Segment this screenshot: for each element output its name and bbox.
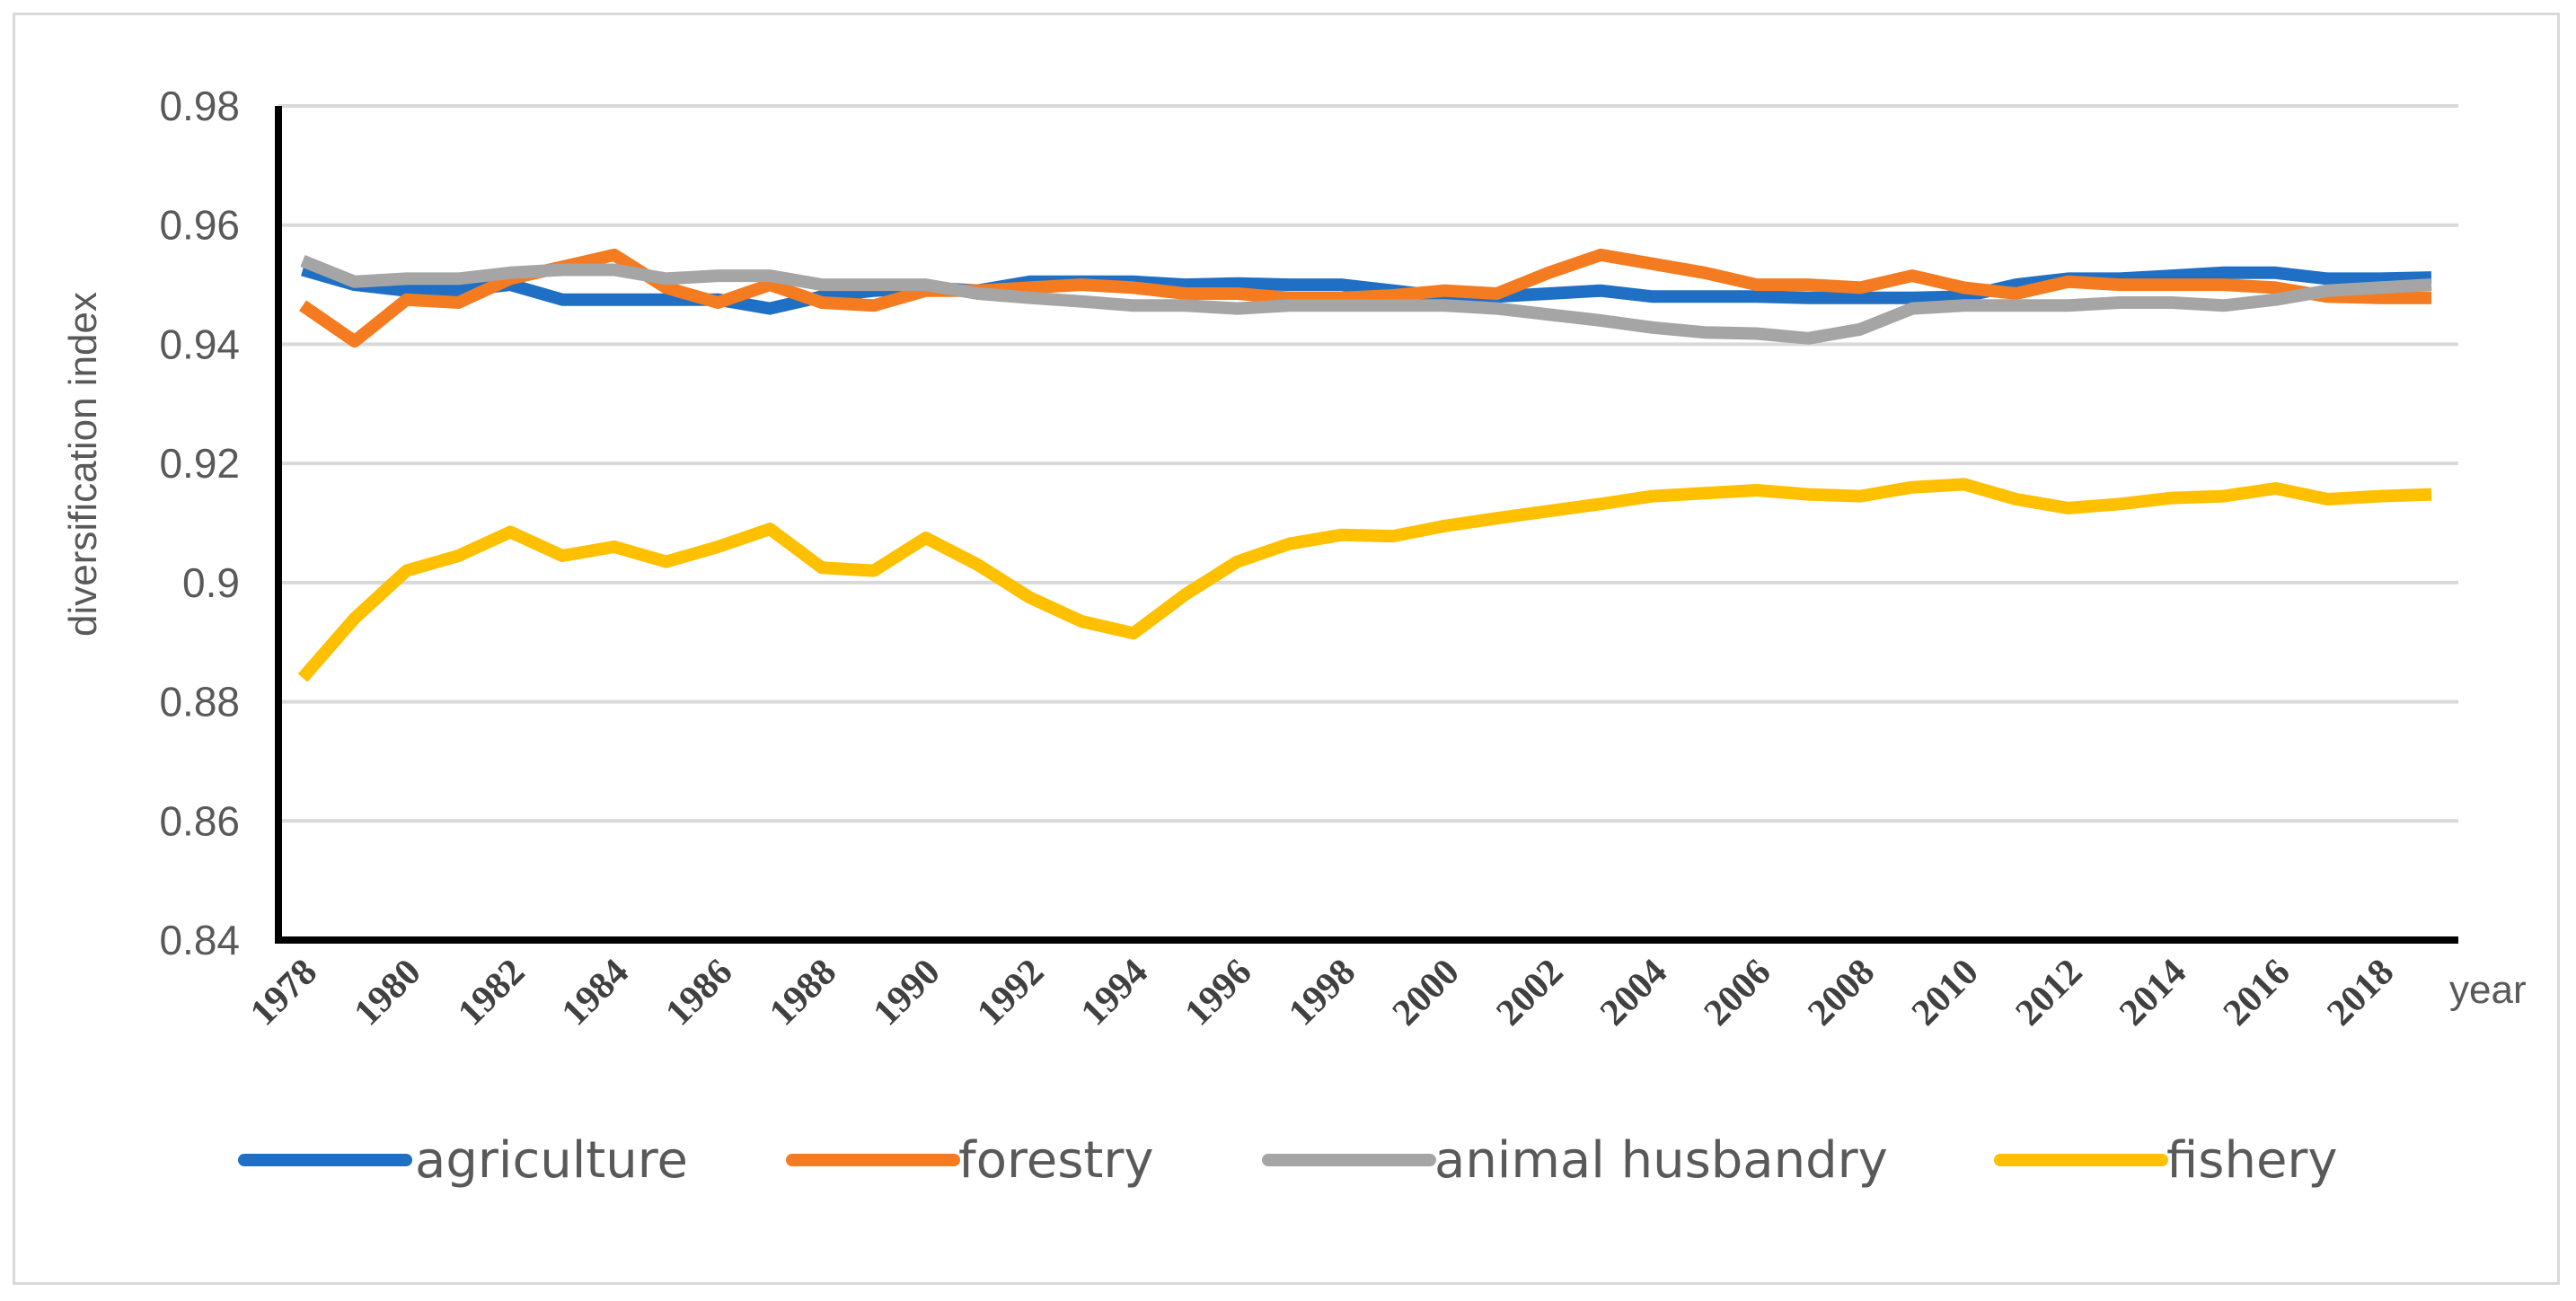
x-tick-label: 2016 <box>2216 952 2298 1034</box>
y-tick-label: 0.98 <box>159 83 240 129</box>
y-tick-label: 0.96 <box>159 202 240 249</box>
x-tick-labels: 1978 1980 1982 1984 1986 1988 1990 1992 1994 1996… <box>243 952 2402 1034</box>
x-tick-label: 1986 <box>658 952 741 1034</box>
y-tick-label: 0.94 <box>159 321 240 367</box>
legend: agriculture forestry animal husbandry fishe… <box>238 1131 2338 1190</box>
legend-label: forestry <box>958 1131 1154 1190</box>
x-tick-label: 2018 <box>2319 952 2402 1034</box>
x-tick-label: 2000 <box>1385 952 1468 1034</box>
line-chart: 0.84 0.86 0.88 0.9 0.92 0.94 0.96 0.98 1978 1980… <box>61 83 2527 1190</box>
series-line-fishery <box>297 478 2432 682</box>
x-axis-title: year <box>2449 968 2527 1012</box>
y-tick-label: 0.86 <box>159 797 240 844</box>
x-tick-label: 1996 <box>1178 952 1260 1034</box>
x-tick-label: 1980 <box>347 952 429 1034</box>
legend-label: animal husbandry <box>1434 1131 1888 1190</box>
y-tick-label: 0.88 <box>159 679 240 725</box>
x-tick-label: 1992 <box>969 952 1052 1034</box>
grid-lines <box>278 104 2458 823</box>
x-tick-label: 1982 <box>450 952 533 1034</box>
x-tick-label: 2006 <box>1697 952 1779 1034</box>
axes <box>275 106 2458 944</box>
x-tick-label: 2002 <box>1488 952 1571 1034</box>
series-line-animal-husbandry <box>300 255 2432 345</box>
y-axis-title: diversification index <box>61 292 105 637</box>
x-tick-label: 2004 <box>1592 952 1675 1034</box>
x-tick-label: 1994 <box>1073 952 1156 1034</box>
y-tick-label: 0.84 <box>159 917 240 963</box>
x-tick-label: 1988 <box>762 952 844 1034</box>
x-tick-label: 1990 <box>866 952 948 1034</box>
legend-label: agriculture <box>415 1131 688 1190</box>
y-tick-labels: 0.84 0.86 0.88 0.9 0.92 0.94 0.96 0.98 <box>159 83 240 963</box>
x-tick-label: 2014 <box>2112 952 2194 1034</box>
y-tick-label: 0.92 <box>159 440 240 487</box>
x-tick-label: 1984 <box>554 952 637 1034</box>
series-lines <box>297 248 2432 682</box>
chart-frame: 0.84 0.86 0.88 0.9 0.92 0.94 0.96 0.98 1978 1980… <box>13 13 2560 1285</box>
x-tick-label: 1978 <box>243 952 325 1034</box>
x-tick-label: 1998 <box>1281 952 1363 1034</box>
legend-label: fishery <box>2166 1131 2338 1190</box>
y-tick-label: 0.9 <box>182 559 240 606</box>
x-tick-label: 2010 <box>1904 952 1987 1034</box>
x-tick-label: 2008 <box>1800 952 1883 1034</box>
x-tick-label: 2012 <box>2008 952 2091 1034</box>
